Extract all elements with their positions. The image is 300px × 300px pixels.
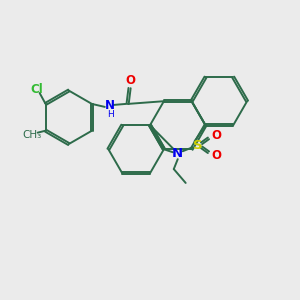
Text: S: S: [193, 139, 202, 152]
Text: CH₃: CH₃: [22, 130, 41, 140]
Text: O: O: [212, 149, 221, 162]
Text: Cl: Cl: [30, 82, 43, 96]
Text: N: N: [105, 99, 115, 112]
Text: O: O: [212, 129, 221, 142]
Text: O: O: [126, 74, 136, 87]
Text: N: N: [172, 147, 183, 160]
Text: H: H: [107, 110, 114, 119]
